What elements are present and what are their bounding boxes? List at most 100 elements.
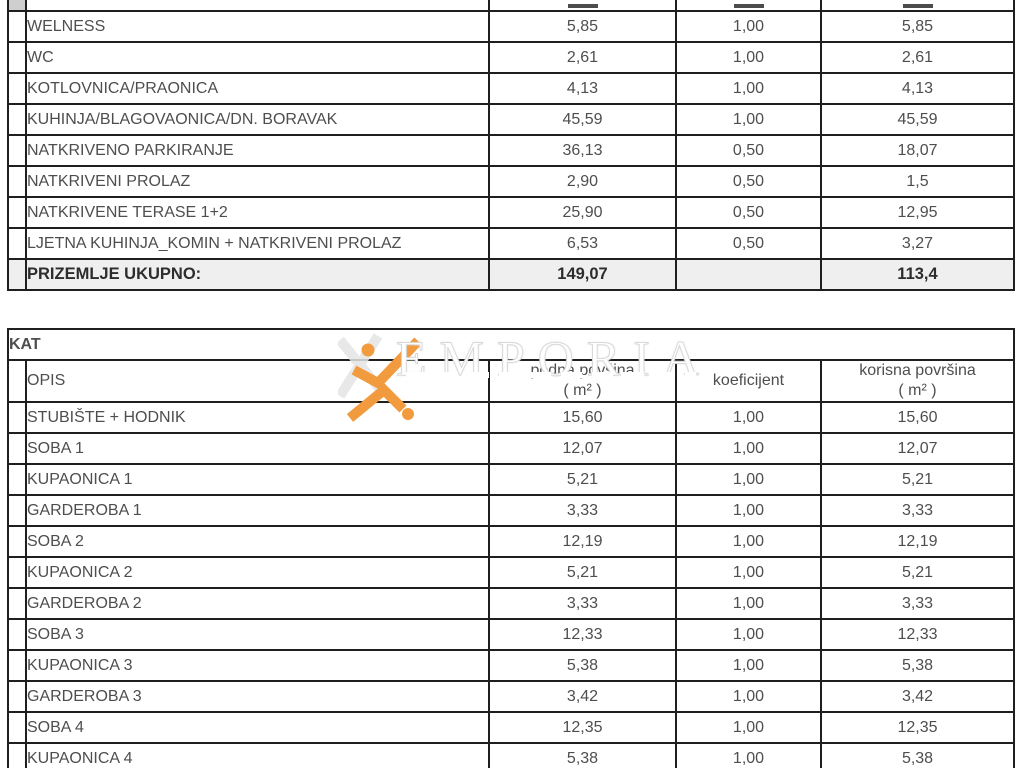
koeficijent-cell bbox=[675, 0, 822, 12]
ground-floor-table: WELNESS 5,85 1,00 5,85 WC 2,61 1,00 2,61 KOTLOVN… bbox=[7, 0, 1015, 291]
table-row: WC 2,61 1,00 2,61 bbox=[7, 41, 1015, 74]
podna-povrsina-cell: 5,38 bbox=[488, 742, 677, 768]
room-label-cell: KUHINJA/BLAGOVAONICA/DN. BORAVAK bbox=[25, 103, 490, 136]
korisna-povrsina-cell: 5,21 bbox=[819, 556, 1016, 589]
first-floor-table: KAT OPIS podna povšina ( m² ) koeficijen… bbox=[6, 328, 1016, 768]
column-header-podna-povrsina: podna povšina ( m² ) bbox=[488, 359, 677, 403]
korisna-povrsina-cell bbox=[820, 0, 1015, 12]
korisna-povrsina-cell: 5,85 bbox=[820, 10, 1015, 43]
narrow-spacer-cell bbox=[7, 525, 27, 558]
korisna-povrsina-cell: 3,33 bbox=[819, 587, 1016, 620]
korisna-povrsina-cell: 45,59 bbox=[820, 103, 1015, 136]
room-label-cell: KUPAONICA 4 bbox=[25, 742, 490, 768]
header-row: OPIS podna povšina ( m² ) koeficijent ko… bbox=[7, 359, 1016, 403]
table-row: GARDEROBA 1 3,33 1,00 3,33 bbox=[7, 494, 1016, 527]
narrow-spacer-cell bbox=[7, 359, 27, 403]
room-label-cell: GARDEROBA 3 bbox=[25, 680, 490, 713]
narrow-spacer-cell bbox=[7, 72, 27, 105]
koeficijent-cell: 1,00 bbox=[675, 711, 822, 744]
table-row: NATKRIVENE TERASE 1+2 25,90 0,50 12,95 bbox=[7, 196, 1015, 229]
room-label-cell: GARDEROBA 1 bbox=[25, 494, 490, 527]
table-row: NATKRIVENO PARKIRANJE 36,13 0,50 18,07 bbox=[7, 134, 1015, 167]
koeficijent-cell: 1,00 bbox=[675, 103, 822, 136]
narrow-spacer-cell bbox=[7, 401, 27, 434]
podna-povrsina-cell: 3,33 bbox=[488, 587, 677, 620]
room-label-cell: NATKRIVENI PROLAZ bbox=[25, 165, 490, 198]
narrow-spacer-cell bbox=[7, 556, 27, 589]
column-header-opis: OPIS bbox=[25, 359, 490, 403]
podna-povrsina-cell: 3,33 bbox=[488, 494, 677, 527]
room-label-cell: NATKRIVENE TERASE 1+2 bbox=[25, 196, 490, 229]
podna-povrsina-cell: 12,35 bbox=[488, 711, 677, 744]
koeficijent-cell: 1,00 bbox=[675, 463, 822, 496]
koeficijent-cell: 0,50 bbox=[675, 227, 822, 260]
room-label-cell: KUPAONICA 3 bbox=[25, 649, 490, 682]
narrow-spacer-cell bbox=[7, 258, 27, 291]
narrow-spacer-cell bbox=[7, 0, 27, 12]
korisna-povrsina-cell: 12,07 bbox=[819, 432, 1016, 465]
koeficijent-cell: 0,50 bbox=[675, 134, 822, 167]
table-row: KUHINJA/BLAGOVAONICA/DN. BORAVAK 45,59 1,0… bbox=[7, 103, 1015, 136]
koeficijent-cell: 1,00 bbox=[675, 649, 822, 682]
narrow-spacer-cell bbox=[7, 742, 27, 768]
podna-povrsina-cell: 12,33 bbox=[488, 618, 677, 651]
korisna-povrsina-cell: 3,33 bbox=[819, 494, 1016, 527]
korisna-povrsina-cell: 12,95 bbox=[820, 196, 1015, 229]
table-row: SOBA 1 12,07 1,00 12,07 bbox=[7, 432, 1016, 465]
section-title: KAT bbox=[6, 328, 1016, 361]
podna-povrsina-cell: 5,38 bbox=[488, 649, 677, 682]
koeficijent-cell: 1,00 bbox=[675, 742, 822, 768]
header-unit: ( m² ) bbox=[898, 382, 937, 399]
narrow-spacer-cell bbox=[7, 196, 27, 229]
podna-povrsina-cell: 15,60 bbox=[488, 401, 677, 434]
narrow-spacer-cell bbox=[7, 680, 27, 713]
korisna-povrsina-cell: 12,19 bbox=[819, 525, 1016, 558]
koeficijent-cell: 1,00 bbox=[675, 10, 822, 43]
table-row: SOBA 3 12,33 1,00 12,33 bbox=[7, 618, 1016, 651]
korisna-povrsina-cell: 3,27 bbox=[820, 227, 1015, 260]
room-label-cell: STUBIŠTE + HODNIK bbox=[25, 401, 490, 434]
podna-povrsina-cell: 36,13 bbox=[488, 134, 677, 167]
podna-povrsina-cell: 5,21 bbox=[488, 556, 677, 589]
koeficijent-cell: 1,00 bbox=[675, 41, 822, 74]
korisna-povrsina-cell: 2,61 bbox=[820, 41, 1015, 74]
podna-povrsina-cell: 12,19 bbox=[488, 525, 677, 558]
table-row: KUPAONICA 1 5,21 1,00 5,21 bbox=[7, 463, 1016, 496]
room-label-cell: GARDEROBA 2 bbox=[25, 587, 490, 620]
room-label-cell: SOBA 3 bbox=[25, 618, 490, 651]
table-row: KUPAONICA 2 5,21 1,00 5,21 bbox=[7, 556, 1016, 589]
table-row: GARDEROBA 2 3,33 1,00 3,33 bbox=[7, 587, 1016, 620]
korisna-povrsina-cell: 5,38 bbox=[819, 649, 1016, 682]
narrow-spacer-cell bbox=[7, 463, 27, 496]
room-label-cell: WC bbox=[25, 41, 490, 74]
table-row: WELNESS 5,85 1,00 5,85 bbox=[7, 10, 1015, 43]
koeficijent-cell: 1,00 bbox=[675, 72, 822, 105]
podna-povrsina-cell bbox=[488, 0, 677, 12]
room-label-cell: SOBA 2 bbox=[25, 525, 490, 558]
column-header-koeficijent: koeficijent bbox=[675, 359, 822, 403]
table-row: KOTLOVNICA/PRAONICA 4,13 1,00 4,13 bbox=[7, 72, 1015, 105]
narrow-spacer-cell bbox=[7, 494, 27, 527]
podna-povrsina-cell: 2,90 bbox=[488, 165, 677, 198]
korisna-povrsina-cell: 5,38 bbox=[819, 742, 1016, 768]
header-line: korisna površina bbox=[859, 362, 976, 379]
section-title-row: KAT bbox=[6, 328, 1016, 361]
table-row: KUPAONICA 4 5,38 1,00 5,38 bbox=[7, 742, 1016, 768]
podna-povrsina-cell: 5,21 bbox=[488, 463, 677, 496]
narrow-spacer-cell bbox=[7, 103, 27, 136]
table-row: PRIZEMLJE UKUPNO: 149,07 113,4 bbox=[7, 258, 1015, 291]
koeficijent-cell: 1,00 bbox=[675, 680, 822, 713]
header-unit: ( m² ) bbox=[563, 382, 602, 399]
narrow-spacer-cell bbox=[7, 134, 27, 167]
korisna-povrsina-cell: 12,35 bbox=[819, 711, 1016, 744]
korisna-povrsina-cell: 12,33 bbox=[819, 618, 1016, 651]
table-row: SOBA 2 12,19 1,00 12,19 bbox=[7, 525, 1016, 558]
narrow-spacer-cell bbox=[7, 649, 27, 682]
table-row: LJETNA KUHINJA_KOMIN + NATKRIVENI PROLAZ… bbox=[7, 227, 1015, 260]
korisna-povrsina-cell: 3,42 bbox=[819, 680, 1016, 713]
room-label-cell: NATKRIVENO PARKIRANJE bbox=[25, 134, 490, 167]
room-label-cell: SOBA 1 bbox=[25, 432, 490, 465]
table-row: SOBA 4 12,35 1,00 12,35 bbox=[7, 711, 1016, 744]
table-row: STUBIŠTE + HODNIK 15,60 1,00 15,60 bbox=[7, 401, 1016, 434]
room-label-cell: KUPAONICA 1 bbox=[25, 463, 490, 496]
